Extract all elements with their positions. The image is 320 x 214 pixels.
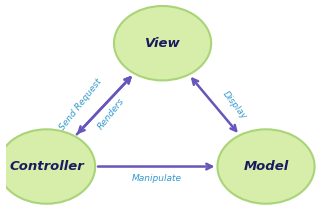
Text: View: View	[145, 37, 180, 50]
Text: Send Request: Send Request	[58, 77, 104, 132]
Text: Renders: Renders	[96, 96, 126, 131]
Text: Controller: Controller	[9, 160, 84, 173]
Ellipse shape	[217, 129, 315, 204]
Text: Display: Display	[221, 89, 248, 121]
Text: Model: Model	[244, 160, 289, 173]
Ellipse shape	[0, 129, 95, 204]
Text: Manipulate: Manipulate	[131, 174, 181, 183]
Ellipse shape	[114, 6, 211, 80]
